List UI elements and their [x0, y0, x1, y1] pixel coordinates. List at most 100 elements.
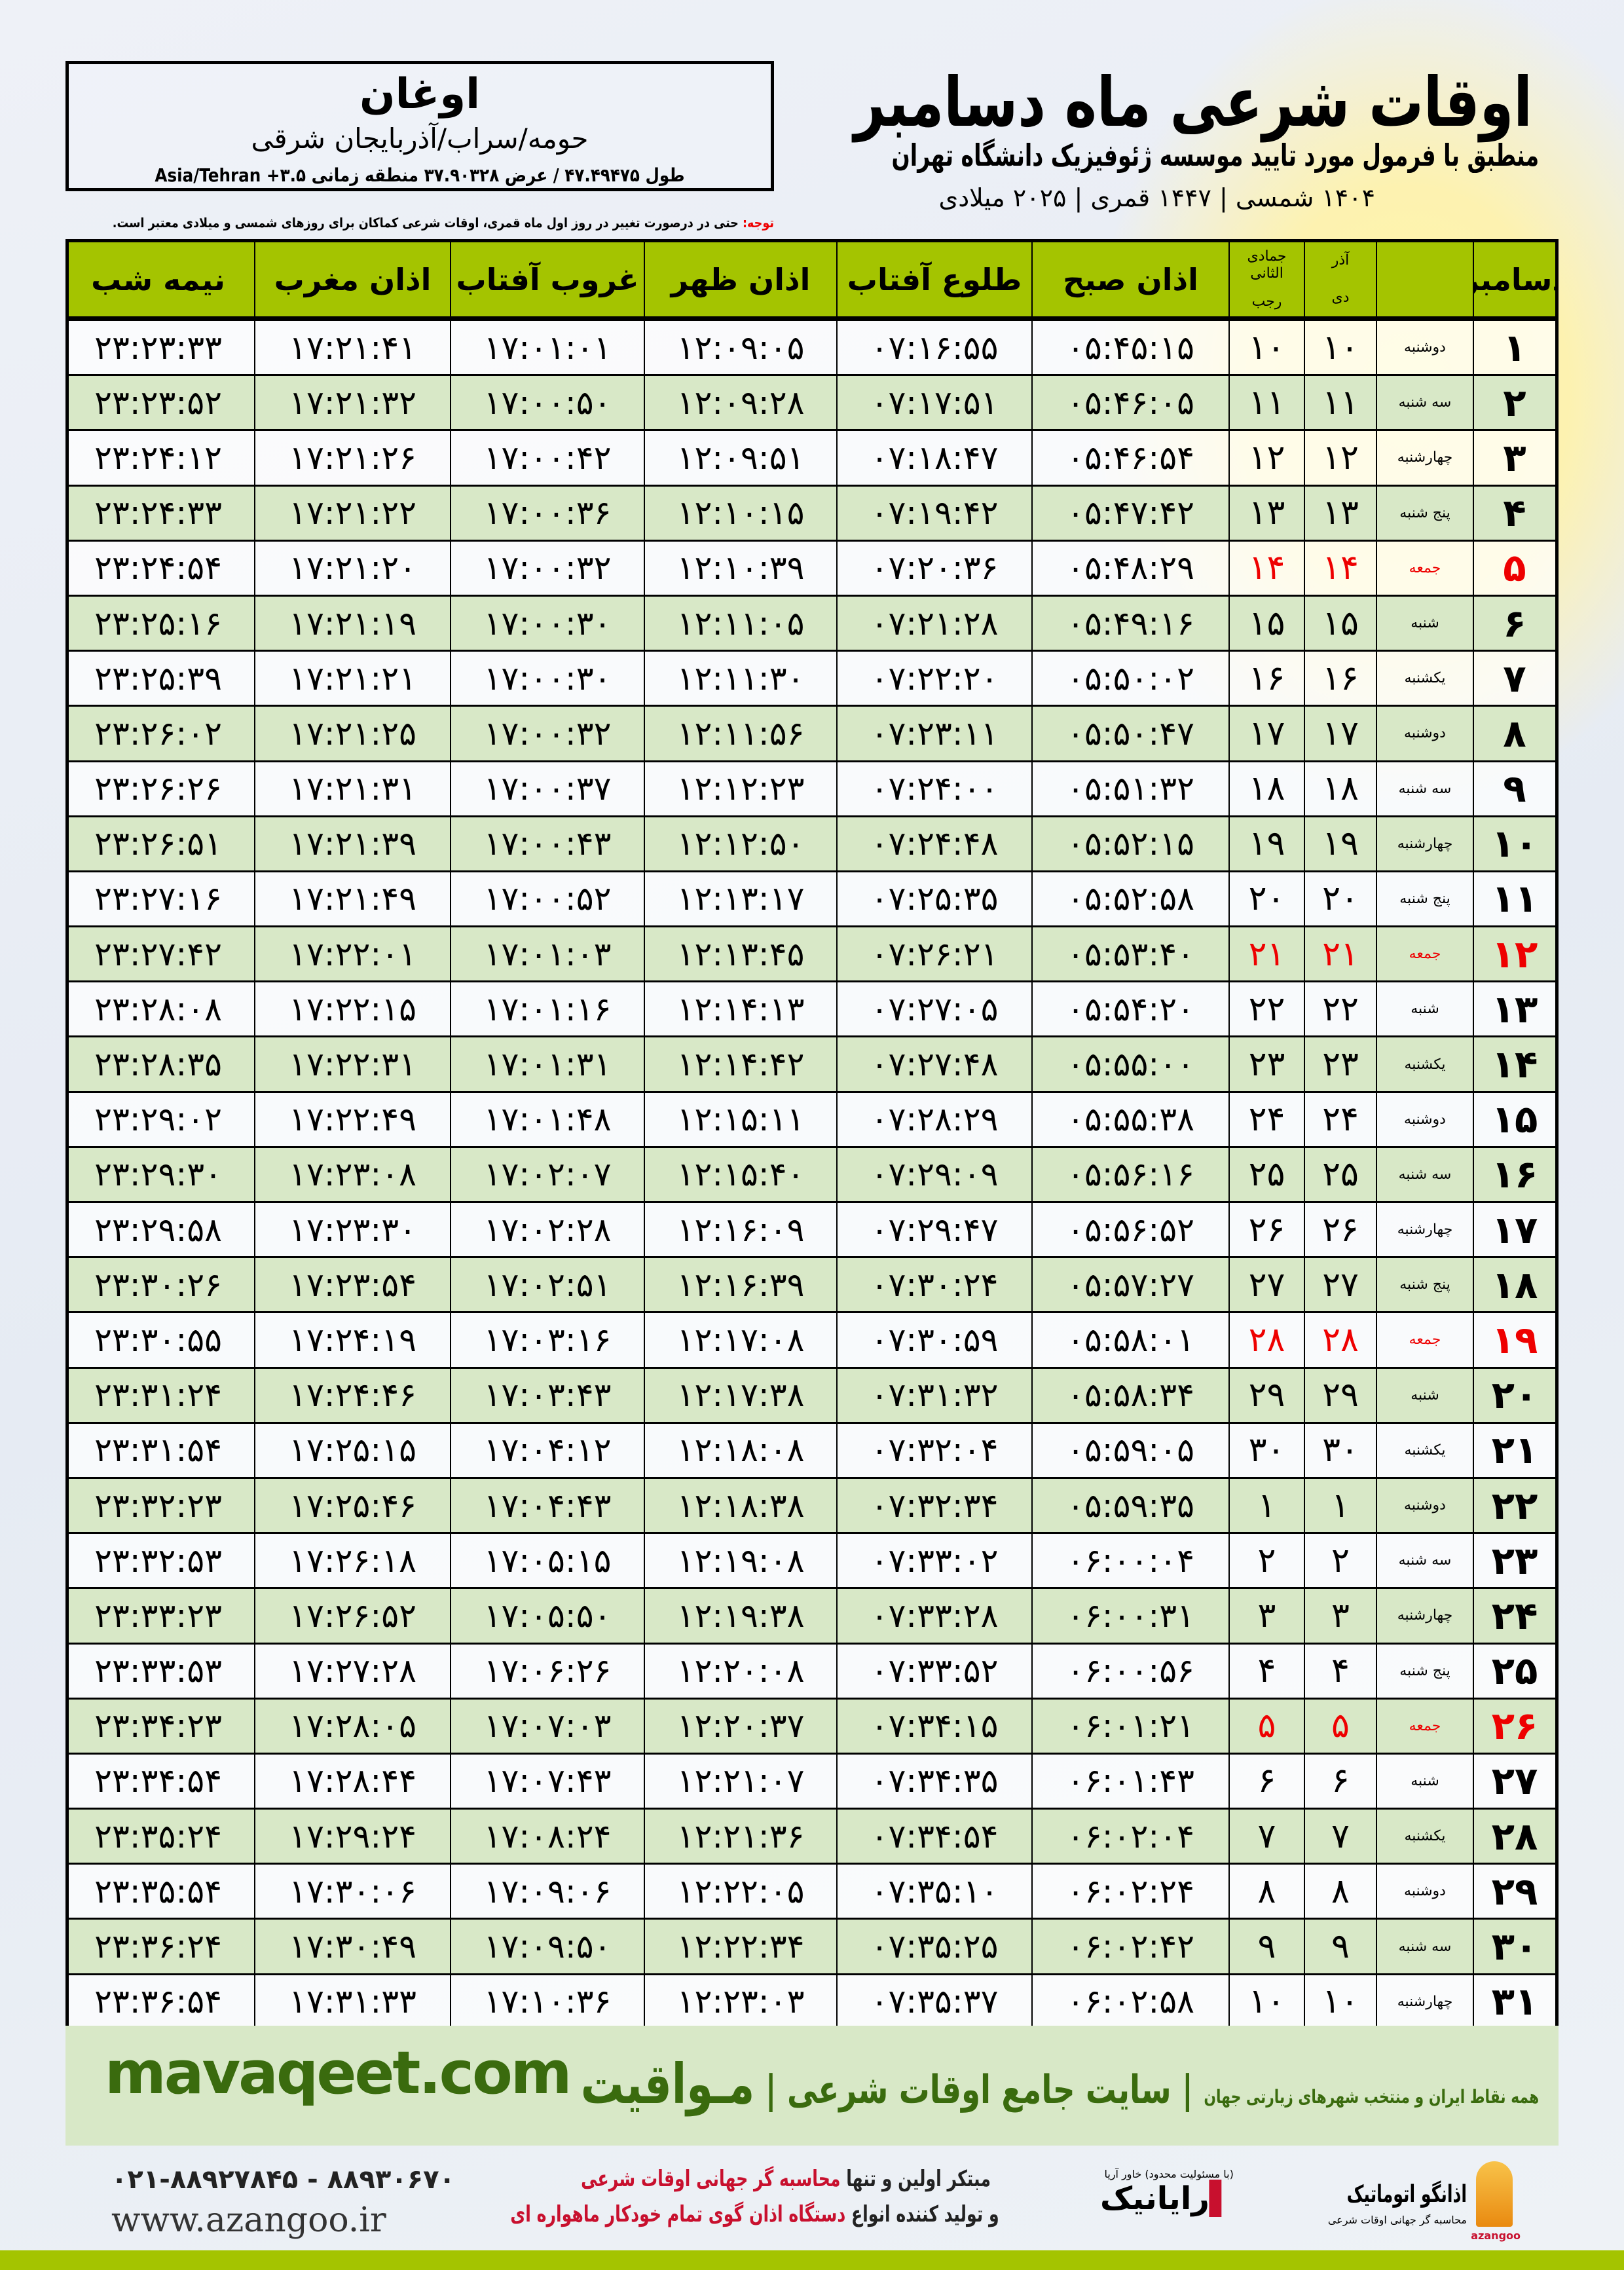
cell-sunrise: ۰۷:۳۲:۳۴ — [836, 1478, 1031, 1533]
cell-lunar: ۱۰ — [1228, 1975, 1304, 2028]
cell-dhuhr: ۱۲:۲۲:۳۴ — [644, 1920, 836, 1973]
cell-fajr: ۰۵:۴۷:۴۲ — [1031, 486, 1228, 540]
cell-day: ۷ — [1473, 652, 1555, 705]
site-url[interactable]: mavaqeet.com — [105, 2039, 572, 2108]
cell-maghrib: ۱۷:۲۱:۳۲ — [254, 376, 450, 430]
table-row: ۱۱ پنج شنبه ۲۰ ۲۰ ۰۵:۵۲:۵۸ ۰۷:۲۵:۳۵ ۱۲:۱۳:۱۷ ۱۷… — [69, 870, 1555, 926]
slogan-1b: محاسبه گر جهانی اوقات شرعی — [581, 2166, 841, 2192]
cell-sunrise: ۰۷:۳۰:۲۴ — [836, 1258, 1031, 1312]
cell-sunrise: ۰۷:۲۷:۴۸ — [836, 1037, 1031, 1091]
col-fajr: اذان صبح — [1031, 242, 1228, 316]
cell-sunset: ۱۷:۰۰:۵۰ — [450, 376, 644, 430]
cell-lunar: ۸ — [1228, 1865, 1304, 1918]
cell-weekday: جمعه — [1376, 541, 1473, 595]
cell-weekday: شنبه — [1376, 596, 1473, 650]
cell-maghrib: ۱۷:۲۱:۲۰ — [254, 541, 450, 595]
cell-day: ۸ — [1473, 707, 1555, 760]
cell-maghrib: ۱۷:۲۹:۲۴ — [254, 1810, 450, 1863]
cell-lunar: ۱۰ — [1228, 321, 1304, 375]
cell-lunar: ۱۱ — [1228, 376, 1304, 430]
cell-dhuhr: ۱۲:۱۷:۳۸ — [644, 1368, 836, 1422]
cell-day: ۳۰ — [1473, 1920, 1555, 1973]
cell-fajr: ۰۵:۵۲:۵۸ — [1031, 872, 1228, 926]
cell-sunset: ۱۷:۰۰:۳۶ — [450, 486, 644, 540]
cell-weekday: سه شنبه — [1376, 376, 1473, 430]
cell-weekday: دوشنبه — [1376, 1478, 1473, 1533]
table-row: ۱۳ شنبه ۲۲ ۲۲ ۰۵:۵۴:۲۰ ۰۷:۲۷:۰۵ ۱۲:۱۴:۱۳ ۱۷:۰۱:… — [69, 980, 1555, 1036]
phone-numbers: ۰۲۱-۸۸۹۲۷۸۴۵ - ۸۸۹۳۰۶۷۰ — [111, 2165, 455, 2195]
col-solar-top: آذر — [1331, 252, 1350, 269]
cell-day: ۲۸ — [1473, 1810, 1555, 1863]
cell-weekday: پنج شنبه — [1376, 486, 1473, 540]
cell-lunar: ۱۷ — [1228, 707, 1304, 760]
cell-sunset: ۱۷:۰۰:۳۷ — [450, 762, 644, 815]
cell-midnight: ۲۳:۲۳:۳۳ — [94, 328, 222, 367]
cell-sunset: ۱۷:۰۵:۵۰ — [450, 1589, 644, 1643]
cell-midnight: ۲۳:۳۶:۲۴ — [94, 1927, 222, 1966]
page-title: اوقات شرعی ماه دسامبر — [854, 62, 1533, 142]
cell-sunrise: ۰۷:۳۳:۰۲ — [836, 1534, 1031, 1588]
cell-maghrib: ۱۷:۲۱:۴۱ — [254, 321, 450, 375]
bottom-bar — [0, 2250, 1624, 2270]
cell-weekday: چهارشنبه — [1376, 1203, 1473, 1257]
cell-fajr: ۰۵:۴۶:۰۵ — [1031, 376, 1228, 430]
cell-sunset: ۱۷:۰۷:۴۳ — [450, 1754, 644, 1808]
table-row: ۶ شنبه ۱۵ ۱۵ ۰۵:۴۹:۱۶ ۰۷:۲۱:۲۸ ۱۲:۱۱:۰۵ ۱۷:۰۰:۳… — [69, 594, 1555, 650]
cell-sunrise: ۰۷:۲۳:۱۱ — [836, 707, 1031, 760]
cell-weekday: چهارشنبه — [1376, 1589, 1473, 1643]
cell-sunset: ۱۷:۰۰:۳۲ — [450, 541, 644, 595]
cell-sunset: ۱۷:۰۲:۵۱ — [450, 1258, 644, 1312]
table-row: ۲۷ شنبه ۶ ۶ ۰۶:۰۱:۴۳ ۰۷:۳۴:۳۵ ۱۲:۲۱:۰۷ ۱۷:۰۷:۴۳… — [69, 1752, 1555, 1808]
cell-maghrib: ۱۷:۲۱:۲۲ — [254, 486, 450, 540]
cell-fajr: ۰۶:۰۱:۴۳ — [1031, 1754, 1228, 1808]
cell-day: ۹ — [1473, 762, 1555, 815]
cell-lunar: ۲۸ — [1228, 1313, 1304, 1367]
cell-midnight: ۲۳:۲۸:۳۵ — [94, 1045, 222, 1084]
cell-solar: ۲۳ — [1304, 1037, 1376, 1091]
table-row: ۱۷ چهارشنبه ۲۶ ۲۶ ۰۵:۵۶:۵۲ ۰۷:۲۹:۴۷ ۱۲:۱۶:۰۹ ۱۷… — [69, 1201, 1555, 1257]
cell-lunar: ۲۱ — [1228, 927, 1304, 981]
table-row: ۷ یکشنبه ۱۶ ۱۶ ۰۵:۵۰:۰۲ ۰۷:۲۲:۲۰ ۱۲:۱۱:۳۰ ۱۷:۰۰… — [69, 650, 1555, 705]
cell-weekday: دوشنبه — [1376, 1092, 1473, 1146]
cell-fajr: ۰۶:۰۰:۵۶ — [1031, 1644, 1228, 1698]
cell-dhuhr: ۱۲:۱۸:۰۸ — [644, 1423, 836, 1477]
cell-maghrib: ۱۷:۲۱:۴۹ — [254, 872, 450, 926]
cell-dhuhr: ۱۲:۰۹:۲۸ — [644, 376, 836, 430]
cell-lunar: ۲۷ — [1228, 1258, 1304, 1312]
cell-sunset: ۱۷:۰۱:۱۶ — [450, 982, 644, 1036]
cell-maghrib: ۱۷:۲۱:۱۹ — [254, 596, 450, 650]
cell-sunrise: ۰۷:۱۷:۵۱ — [836, 376, 1031, 430]
cell-weekday: پنج شنبه — [1376, 1644, 1473, 1698]
cell-sunrise: ۰۷:۳۳:۵۲ — [836, 1644, 1031, 1698]
cell-maghrib: ۱۷:۲۲:۴۹ — [254, 1092, 450, 1146]
col-sunrise: طلوع آفتاب — [836, 242, 1031, 316]
cell-dhuhr: ۱۲:۲۳:۰۳ — [644, 1975, 836, 2028]
rayanik-sub: (با مسئولیت محدود) خاور آریا — [1104, 2168, 1234, 2180]
cell-lunar: ۳۰ — [1228, 1423, 1304, 1477]
cell-lunar: ۲۵ — [1228, 1147, 1304, 1201]
cell-fajr: ۰۶:۰۱:۲۱ — [1031, 1699, 1228, 1753]
azangoo-url[interactable]: www.azangoo.ir — [111, 2201, 386, 2240]
cell-sunset: ۱۷:۰۰:۴۳ — [450, 817, 644, 870]
table-row: ۸ دوشنبه ۱۷ ۱۷ ۰۵:۵۰:۴۷ ۰۷:۲۳:۱۱ ۱۲:۱۱:۵۶ ۱۷:۰۰… — [69, 705, 1555, 760]
cell-solar: ۲۷ — [1304, 1258, 1376, 1312]
slogan-1a: مبتکر اولین و تنها — [840, 2166, 991, 2192]
location-region: حومه/سراب/آذربایجان شرقی — [251, 122, 589, 155]
cell-solar: ۱۲ — [1304, 431, 1376, 485]
cell-sunrise: ۰۷:۱۸:۴۷ — [836, 431, 1031, 485]
cell-solar: ۱۰ — [1304, 321, 1376, 375]
cell-solar: ۱ — [1304, 1478, 1376, 1533]
cell-day: ۳ — [1473, 431, 1555, 485]
cell-dhuhr: ۱۲:۰۹:۵۱ — [644, 431, 836, 485]
page-subtitle: منطبق با فرمول مورد تایید موسسه ژئوفیزیک… — [891, 138, 1539, 173]
cell-weekday: سه شنبه — [1376, 1147, 1473, 1201]
cell-day: ۱۵ — [1473, 1092, 1555, 1146]
cell-sunset: ۱۷:۰۰:۴۲ — [450, 431, 644, 485]
cell-midnight: ۲۳:۲۹:۳۰ — [94, 1155, 222, 1194]
location-box: اوغان حومه/سراب/آذربایجان شرقی طول ۴۷.۴۹… — [65, 61, 774, 191]
cell-fajr: ۰۵:۵۵:۰۰ — [1031, 1037, 1228, 1091]
cell-sunset: ۱۷:۰۲:۰۷ — [450, 1147, 644, 1201]
cell-maghrib: ۱۷:۲۳:۰۸ — [254, 1147, 450, 1201]
cell-midnight: ۲۳:۲۳:۵۲ — [94, 383, 222, 422]
cell-dhuhr: ۱۲:۱۱:۵۶ — [644, 707, 836, 760]
